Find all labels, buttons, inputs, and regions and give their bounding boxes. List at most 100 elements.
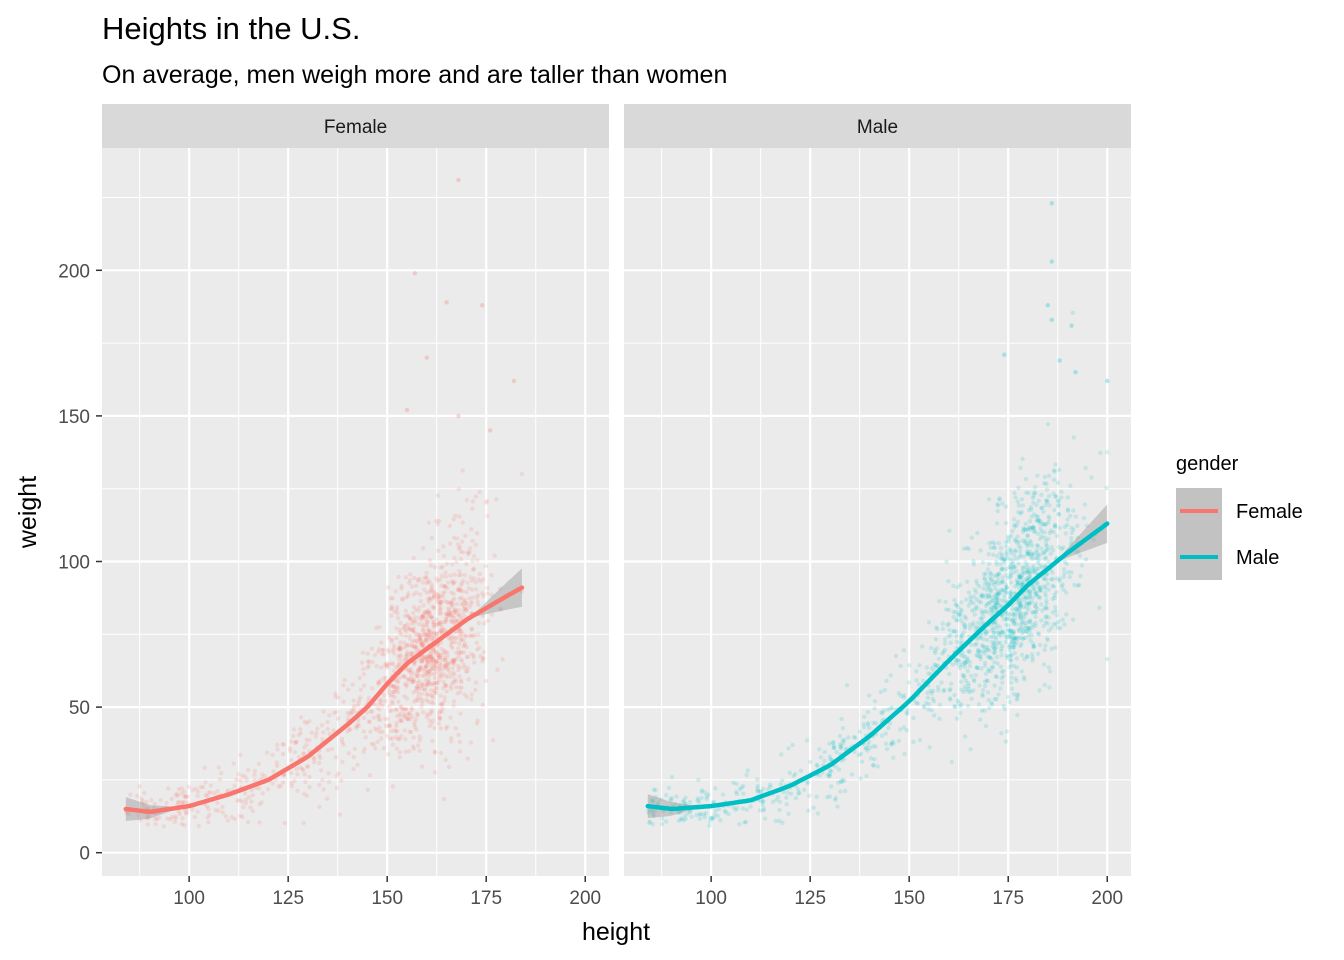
- data-point: [403, 736, 408, 742]
- data-point: [992, 641, 997, 647]
- data-point: [901, 693, 907, 698]
- data-point: [1000, 566, 1005, 571]
- data-point: [288, 770, 294, 776]
- data-point: [354, 724, 359, 729]
- data-point: [467, 596, 472, 601]
- data-point: [376, 647, 382, 652]
- data-point: [198, 785, 203, 790]
- data-point: [458, 583, 464, 588]
- data-point: [1031, 644, 1037, 649]
- data-point: [961, 630, 966, 635]
- data-point: [420, 764, 425, 769]
- data-point: [984, 637, 990, 643]
- data-point: [1032, 603, 1038, 608]
- data-point: [421, 656, 427, 661]
- data-point: [962, 654, 968, 659]
- data-point: [443, 657, 448, 663]
- data-point: [172, 820, 178, 825]
- data-point: [1073, 370, 1078, 375]
- data-point: [1012, 664, 1017, 669]
- data-point: [455, 536, 460, 541]
- data-point: [1065, 507, 1071, 512]
- data-point: [417, 686, 422, 691]
- data-point: [450, 580, 456, 586]
- data-point: [437, 602, 442, 607]
- data-point: [1011, 692, 1017, 697]
- data-point: [993, 619, 998, 625]
- data-point: [990, 598, 995, 603]
- data-point: [154, 816, 160, 822]
- data-point: [1028, 638, 1033, 643]
- data-point: [270, 752, 275, 757]
- data-point: [426, 635, 431, 640]
- data-point: [454, 601, 460, 607]
- data-point: [445, 586, 450, 591]
- data-point: [986, 561, 992, 567]
- data-point: [396, 574, 401, 580]
- data-point: [1027, 519, 1033, 524]
- data-point: [397, 630, 402, 635]
- data-point: [452, 615, 457, 620]
- data-point: [1017, 614, 1023, 620]
- data-point: [983, 571, 988, 576]
- data-point: [1010, 565, 1016, 570]
- data-point: [986, 552, 991, 557]
- data-point: [951, 629, 956, 634]
- data-point: [469, 587, 475, 592]
- data-point: [1013, 584, 1018, 589]
- data-point: [1061, 567, 1067, 572]
- data-point: [959, 679, 964, 684]
- data-point: [1055, 480, 1061, 485]
- data-point: [1028, 589, 1033, 594]
- data-point: [676, 810, 681, 815]
- data-point: [425, 659, 430, 664]
- data-point: [1063, 531, 1069, 536]
- data-point: [1011, 629, 1017, 634]
- data-point: [391, 684, 397, 690]
- data-point: [428, 652, 433, 657]
- data-point: [997, 640, 1003, 645]
- data-point: [305, 764, 310, 769]
- data-point: [389, 661, 394, 666]
- data-point: [354, 725, 359, 731]
- data-point: [452, 579, 457, 584]
- data-point: [906, 680, 912, 685]
- data-point: [415, 712, 421, 718]
- data-point: [436, 655, 442, 661]
- data-point: [1077, 553, 1083, 558]
- data-point: [387, 736, 393, 741]
- data-point: [442, 663, 447, 668]
- data-point: [1041, 521, 1046, 527]
- data-point: [1070, 617, 1076, 622]
- data-point: [426, 627, 431, 633]
- data-point: [1043, 593, 1049, 599]
- data-point: [1008, 680, 1014, 685]
- data-point: [422, 687, 427, 692]
- data-point: [1046, 665, 1052, 670]
- data-point: [887, 721, 893, 726]
- data-point: [345, 710, 350, 716]
- data-point: [1004, 617, 1009, 622]
- data-point: [381, 676, 386, 681]
- data-point: [944, 559, 949, 564]
- data-point: [456, 641, 462, 647]
- data-point: [383, 698, 388, 704]
- data-point: [989, 578, 995, 583]
- data-point: [1098, 450, 1103, 456]
- data-point: [1020, 581, 1025, 586]
- data-point: [956, 613, 961, 618]
- data-point: [331, 728, 336, 733]
- data-point: [1002, 598, 1007, 603]
- legend-label-male: Male: [1236, 547, 1279, 569]
- data-point: [387, 723, 393, 729]
- y-tick-label: 0: [79, 844, 90, 865]
- data-point: [327, 713, 332, 718]
- data-point: [220, 810, 225, 815]
- data-point: [807, 793, 812, 798]
- data-point: [275, 747, 280, 752]
- data-point: [964, 545, 970, 551]
- data-point: [1016, 627, 1021, 632]
- data-point: [1104, 485, 1109, 491]
- data-point: [890, 705, 895, 710]
- data-point: [365, 787, 371, 792]
